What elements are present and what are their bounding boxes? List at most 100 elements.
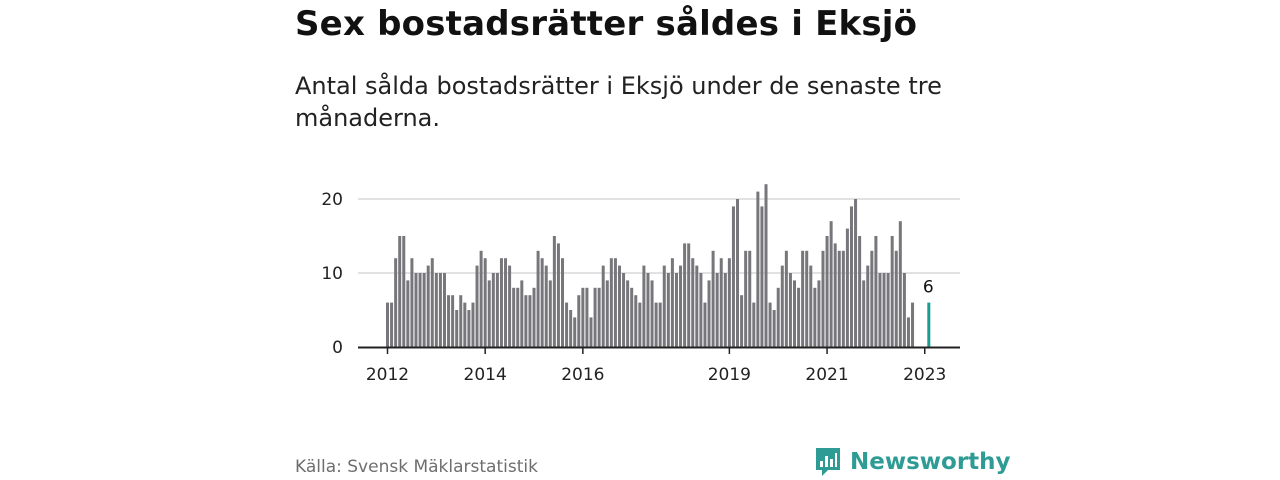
bar [442,273,446,347]
bar [467,310,471,347]
bar [654,302,658,347]
bar [870,250,874,347]
bar [813,287,817,347]
bar [703,302,707,347]
bar [402,236,406,347]
bar [626,280,630,347]
bar [451,295,455,347]
bar [715,273,719,347]
bar [793,280,796,347]
bar [862,280,866,347]
bar [821,250,825,347]
bar [646,273,650,347]
bar [528,295,532,347]
bar [825,236,829,347]
bar [898,221,902,347]
bar [601,265,605,347]
bar [589,317,593,347]
bar [544,265,548,347]
bar [711,250,715,347]
bar [740,295,744,347]
bar [386,302,389,347]
brand-logo[interactable]: Newsworthy [814,446,1011,478]
bar [829,221,833,347]
x-tick-label: 2014 [464,365,507,385]
bar [906,317,910,347]
bar [890,236,894,347]
bar [585,287,589,347]
bar [849,206,853,347]
y-tick-label: 0 [332,338,343,358]
bar [455,310,459,347]
bar [593,287,597,347]
bar [866,265,870,347]
bar [878,273,882,347]
bar [845,228,849,347]
bar [723,273,727,347]
bar [683,243,687,347]
bar [658,302,662,347]
bar [508,265,512,347]
bar [548,280,552,347]
bar [569,310,573,347]
bar [764,184,768,347]
x-tick-label: 2019 [708,365,751,385]
bar [727,258,731,347]
bar [630,287,634,347]
bar [540,258,544,347]
bar [670,258,674,347]
bar [638,302,642,347]
chart-subtitle: Antal sålda bostadsrätter i Eksjö under … [295,72,942,132]
bar [499,258,503,347]
bar [841,250,845,347]
bar [479,250,483,347]
bar [687,243,691,347]
bar [459,295,463,347]
bar [597,287,601,347]
x-tick-label: 2021 [805,365,848,385]
bar [911,302,915,347]
bar [520,280,524,347]
bar [736,199,740,347]
bar [768,302,772,347]
source-note: Källa: Svensk Mäklarstatistik [295,457,538,477]
bar [438,273,442,347]
bar [699,273,703,347]
x-tick-label: 2016 [561,365,604,385]
bar [552,236,556,347]
bar [756,191,760,347]
bar [406,280,410,347]
bar [894,250,898,347]
highlight-bar [927,302,931,347]
bar [613,258,617,347]
bar [674,273,678,347]
bar [532,287,536,347]
y-tick-label: 20 [321,190,343,210]
bar [556,243,560,347]
bar [874,236,878,347]
brand-name: Newsworthy [850,449,1011,475]
bar [609,258,613,347]
bar [536,250,540,347]
bar [516,287,520,347]
bar [622,273,626,347]
bar [561,258,565,347]
bar [801,250,805,347]
bar [817,280,821,347]
bar [650,280,654,347]
bar [447,295,451,347]
bar [430,258,434,347]
bar [398,236,402,347]
bar [524,295,528,347]
bar [858,236,862,347]
bar [434,273,438,347]
bar [695,265,699,347]
bar [642,265,646,347]
bar [581,287,585,347]
bar [573,317,577,347]
bar [882,273,886,347]
bar [784,250,788,347]
bar [797,287,801,347]
bar [748,250,752,347]
bar [772,310,776,347]
